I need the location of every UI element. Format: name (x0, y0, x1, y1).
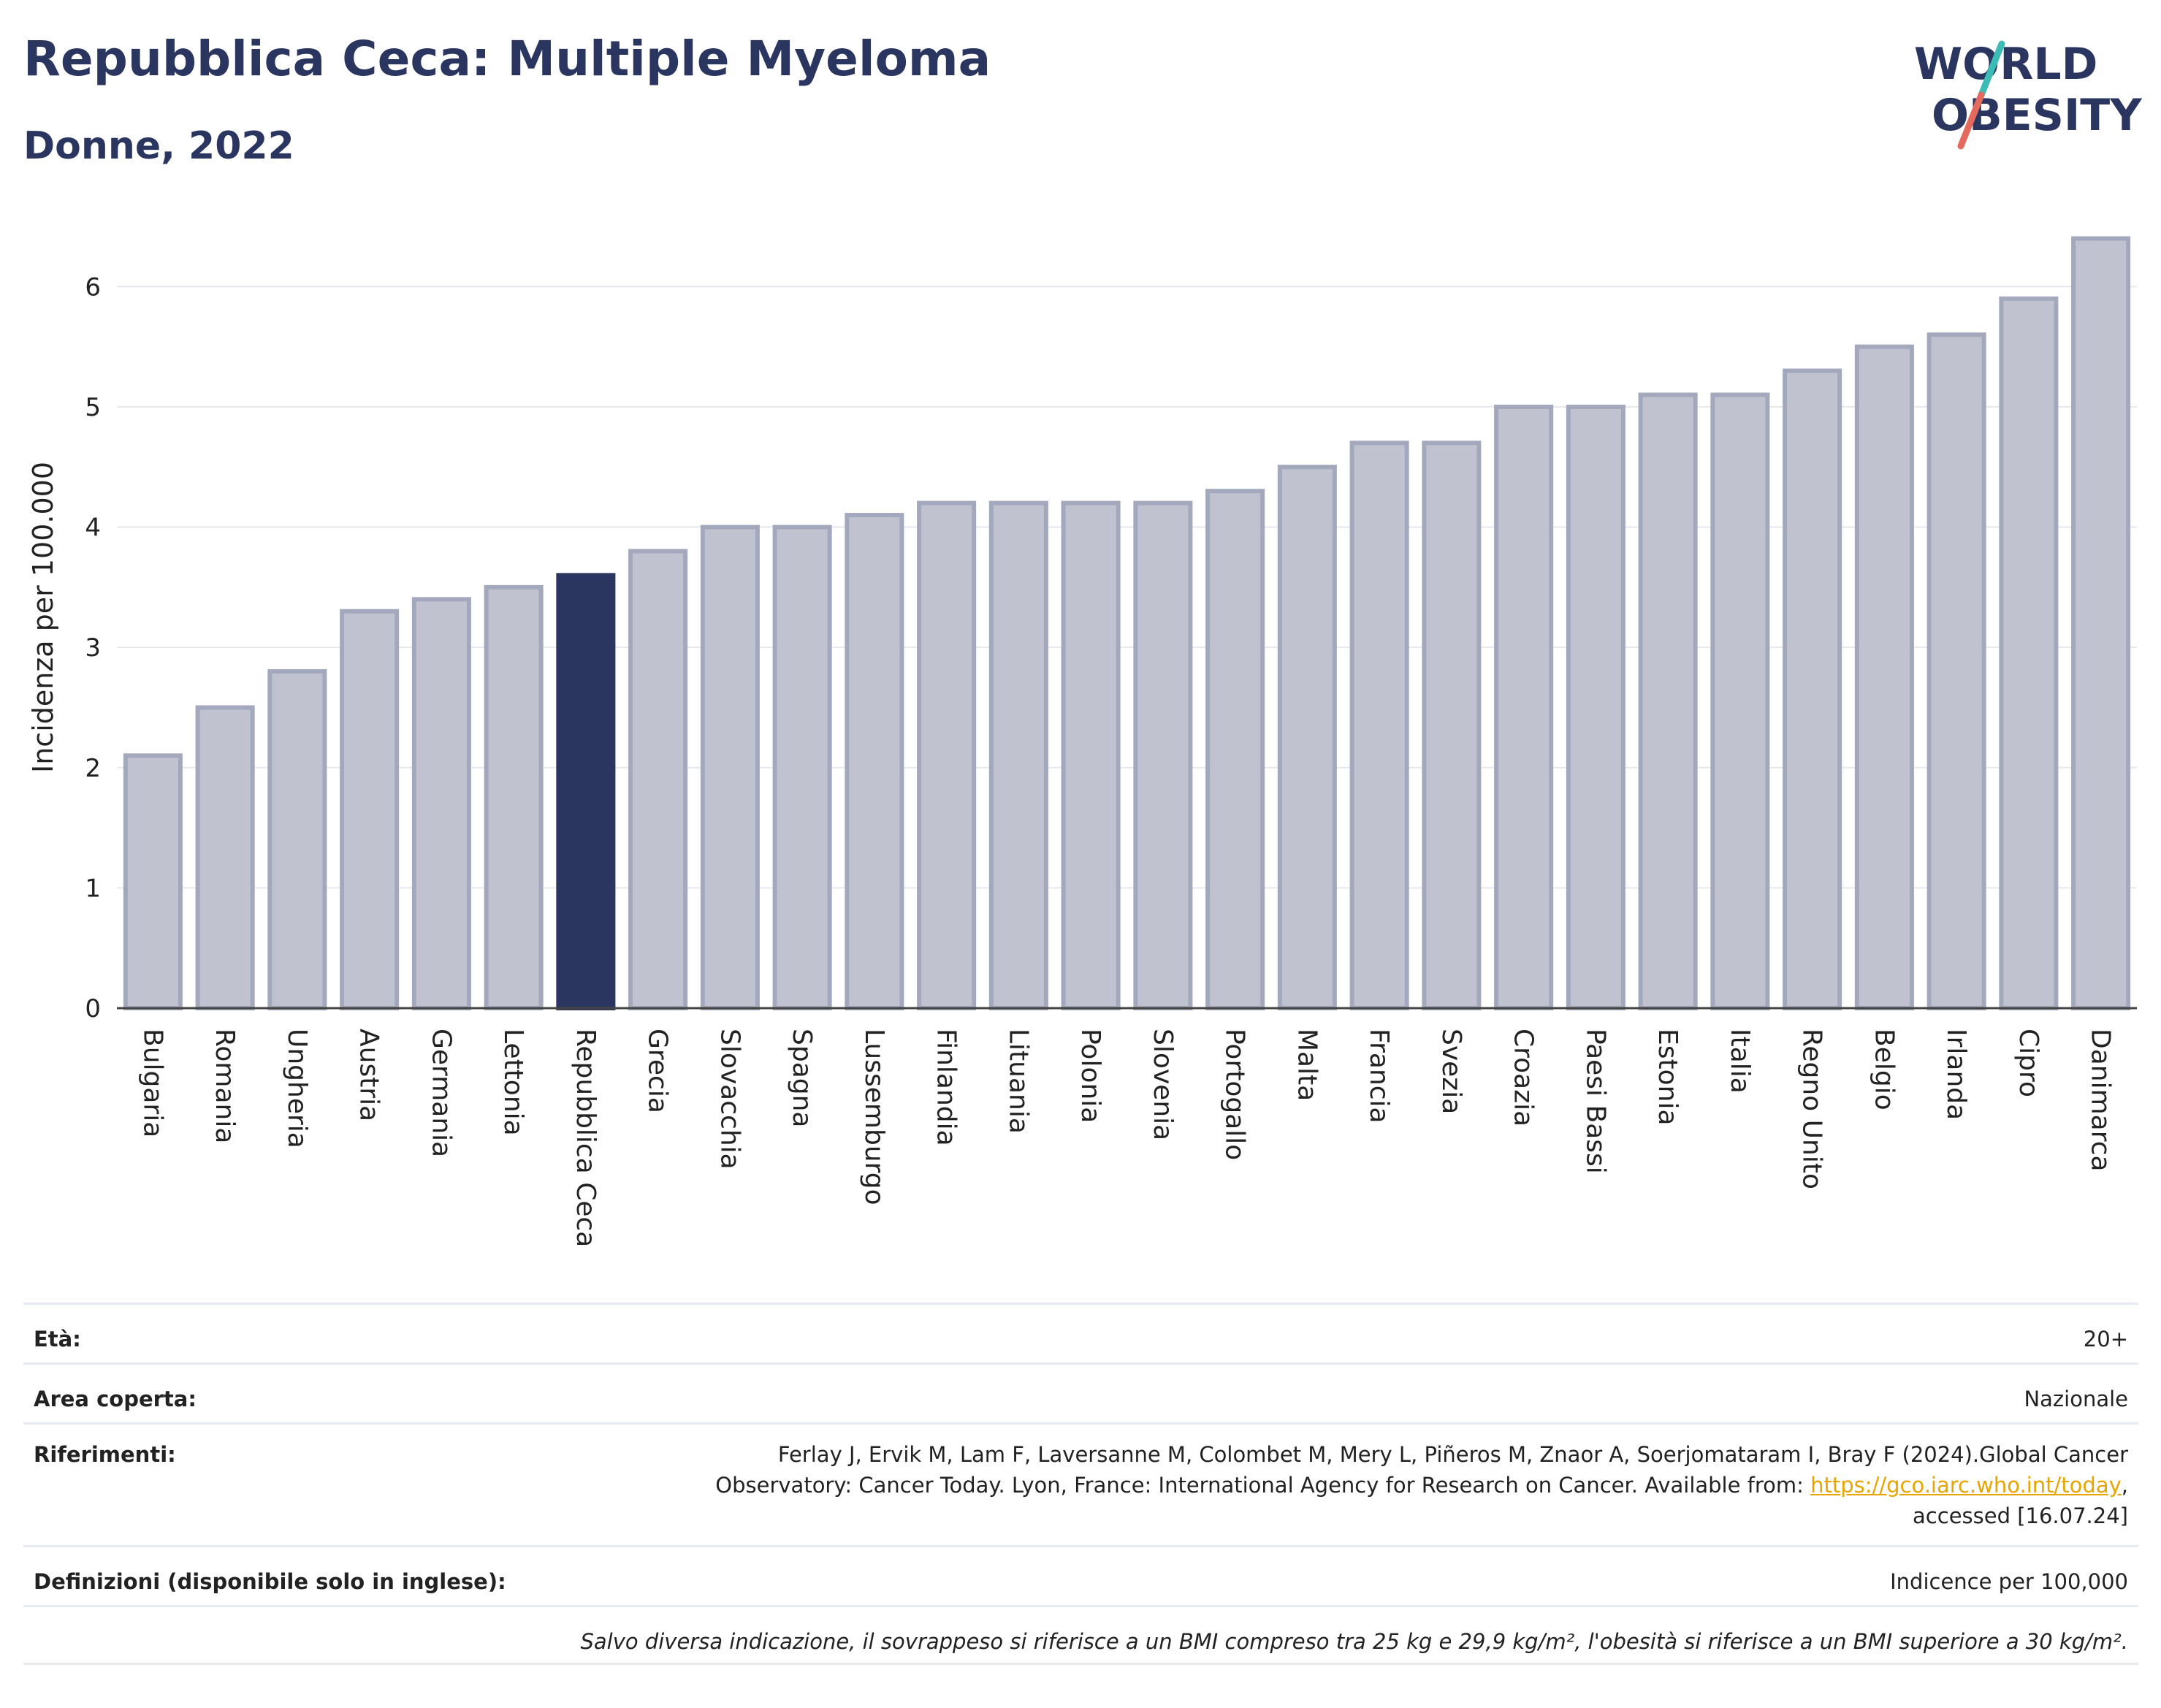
bar (772, 525, 832, 1010)
bar (1926, 332, 1986, 1010)
bar (123, 753, 183, 1010)
info-row-area: Area coperta: Nazionale (23, 1362, 2138, 1422)
y-tick-label: 1 (85, 874, 101, 903)
bar (195, 705, 255, 1010)
reference-link[interactable]: https://gco.iarc.who.int/today (1810, 1473, 2122, 1498)
age-value: 20+ (2083, 1327, 2128, 1351)
x-tick-label: Lussemburgo (859, 1029, 889, 1205)
bar (1277, 465, 1337, 1010)
info-row-age: Età: 20+ (23, 1303, 2138, 1362)
footnote: Salvo diversa indicazione, il sovrappeso… (580, 1629, 2128, 1654)
bar (340, 609, 400, 1010)
bar (1349, 441, 1409, 1010)
y-tick-label: 3 (85, 633, 101, 663)
x-tick-label: Danimarca (2086, 1029, 2116, 1172)
x-tick-label: Estonia (1653, 1029, 1682, 1126)
y-tick-label: 2 (85, 754, 101, 783)
logo-slash-teal (1978, 40, 2005, 99)
logo-slash-red (1957, 91, 1985, 150)
definitions-value: Indicence per 100,000 (1890, 1569, 2128, 1594)
references-label: Riferimenti: (34, 1442, 176, 1467)
x-tick-label: Italia (1725, 1029, 1755, 1094)
reference-line-2: Observatory: Cancer Today. Lyon, France:… (715, 1470, 2128, 1501)
x-tick-label: Cipro (2013, 1029, 2043, 1097)
logo-line-world: WORLD (1914, 39, 2097, 90)
bar (700, 525, 760, 1010)
x-tick-label: Belgio (1869, 1029, 1899, 1110)
y-tick-label: 4 (85, 514, 101, 543)
x-tick-label: Regno Unito (1797, 1029, 1827, 1189)
bar (1854, 344, 1914, 1011)
info-row-references: Riferimenti: Ferlay J, Ervik M, Lam F, L… (23, 1422, 2138, 1545)
reference-text: Observatory: Cancer Today. Lyon, France:… (715, 1473, 1811, 1498)
x-tick-label: Irlanda (1941, 1029, 1971, 1120)
x-tick-label: Romania (210, 1029, 240, 1143)
bar (1061, 500, 1121, 1011)
info-table: Età: 20+ Area coperta: Nazionale Riferim… (23, 1303, 2138, 1665)
x-tick-label: Repubblica Ceca (571, 1029, 601, 1247)
bar (845, 513, 904, 1011)
y-tick-label: 5 (85, 393, 101, 422)
x-tick-label: Grecia (643, 1029, 673, 1113)
x-tick-label: Lituania (1003, 1029, 1033, 1134)
area-label: Area coperta: (34, 1387, 197, 1411)
bar (1422, 441, 1482, 1010)
x-tick-label: Francia (1364, 1029, 1394, 1124)
x-tick-label: Svezia (1436, 1029, 1466, 1114)
bar (267, 669, 327, 1010)
bar (1494, 404, 1554, 1010)
reference-comma: , (2121, 1473, 2128, 1498)
reference-line-3: accessed [16.07.24] (1913, 1503, 2128, 1528)
x-tick-label: Slovacchia (714, 1029, 744, 1170)
y-tick-label: 6 (85, 272, 101, 302)
bar (1710, 392, 1770, 1010)
age-label: Età: (34, 1327, 81, 1351)
x-tick-label: Ungheria (282, 1029, 312, 1148)
world-obesity-logo: WORLD OBESITY (1914, 39, 2143, 150)
reference-line-1: Ferlay J, Ervik M, Lam F, Laversanne M, … (777, 1442, 2128, 1467)
x-tick-label: Lettonia (498, 1029, 528, 1136)
y-tick-label: 0 (85, 994, 101, 1023)
x-tick-label: Paesi Bassi (1580, 1029, 1610, 1174)
x-tick-label: Polonia (1075, 1029, 1105, 1123)
x-tick-label: Bulgaria (137, 1029, 167, 1137)
bar (411, 597, 471, 1010)
x-tick-label: Germania (426, 1029, 456, 1157)
bar (1566, 404, 1625, 1010)
bar (2071, 236, 2131, 1010)
x-tick-label: Malta (1292, 1029, 1322, 1101)
area-value: Nazionale (2024, 1387, 2128, 1411)
bar (1638, 392, 1698, 1010)
bar (917, 500, 977, 1011)
info-row-definitions: Definizioni (disponibile solo in inglese… (23, 1545, 2138, 1605)
bar (556, 573, 616, 1010)
x-tick-label: Croazia (1509, 1029, 1539, 1126)
y-axis-label: Incidenza per 100.000 (27, 462, 59, 773)
bar (1133, 500, 1193, 1011)
x-tick-label: Spagna (787, 1029, 817, 1128)
bar-chart: 0 1 2 3 4 5 6 Incidenza per 100.000 Bulgaria Roma… (27, 236, 2137, 1247)
chart-subtitle: Donne, 2022 (23, 124, 294, 168)
bar (1783, 368, 1842, 1011)
x-tick-label: Portogallo (1220, 1029, 1250, 1160)
bar (1999, 296, 2059, 1010)
bar (988, 500, 1048, 1011)
x-tick-label: Austria (354, 1029, 384, 1121)
x-tick-label: Slovenia (1148, 1029, 1178, 1140)
bar (1205, 489, 1265, 1010)
bar (628, 549, 688, 1010)
references-value: Ferlay J, Ervik M, Lam F, Laversanne M, … (715, 1439, 2128, 1531)
chart-title: Repubblica Ceca: Multiple Myeloma (23, 31, 991, 87)
definitions-label: Definizioni (disponibile solo in inglese… (34, 1569, 506, 1594)
info-row-footnote: Salvo diversa indicazione, il sovrappeso… (23, 1605, 2138, 1665)
x-tick-label: Finlandia (931, 1029, 961, 1146)
bar (484, 584, 544, 1010)
